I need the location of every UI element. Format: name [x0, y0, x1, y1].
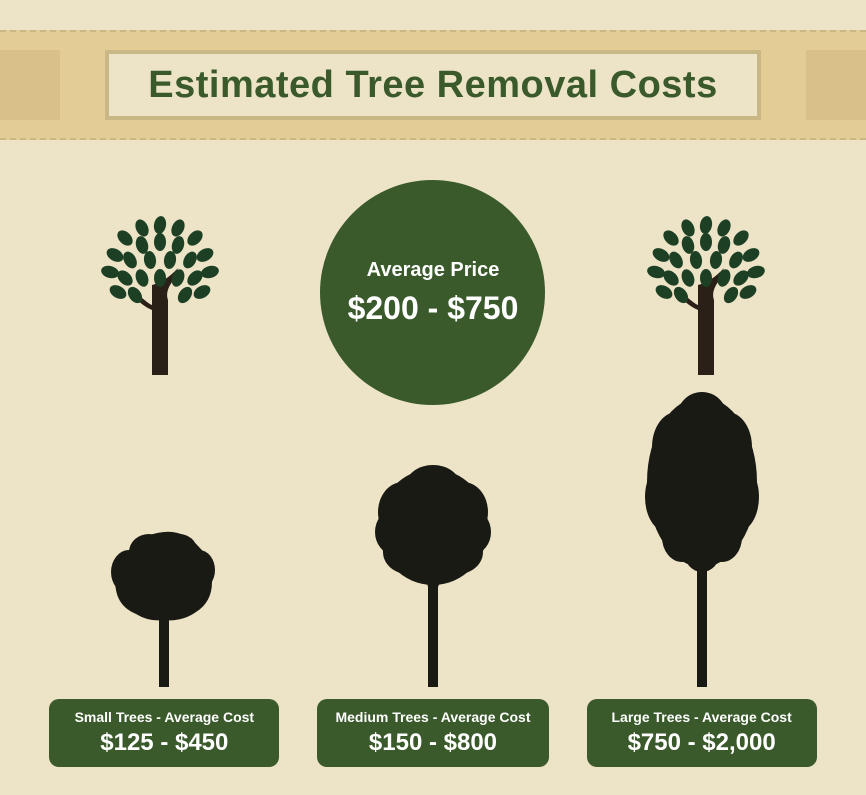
small-tree-label: Small Trees - Average Cost — [67, 709, 261, 725]
small-tree-price: $125 - $450 — [67, 729, 261, 757]
top-row: Average Price $200 - $750 — [0, 180, 866, 405]
title-box: Estimated Tree Removal Costs — [105, 50, 761, 120]
banner-edge-left — [0, 50, 60, 120]
medium-tree-price: $150 - $800 — [335, 729, 530, 757]
large-tree-column: Large Trees - Average Cost $750 - $2,000 — [577, 387, 827, 767]
large-tree-price: $750 - $2,000 — [605, 729, 799, 757]
medium-tree-silhouette-icon — [358, 457, 508, 687]
small-tree-cost-pill: Small Trees - Average Cost $125 - $450 — [49, 699, 279, 767]
medium-tree-label: Medium Trees - Average Cost — [335, 709, 530, 725]
average-price-label: Average Price — [367, 259, 500, 282]
small-tree-silhouette-icon — [94, 522, 234, 687]
large-tree-silhouette-icon — [622, 387, 782, 687]
banner-edge-right — [806, 50, 866, 120]
small-tree-column: Small Trees - Average Cost $125 - $450 — [39, 522, 289, 767]
medium-tree-cost-pill: Medium Trees - Average Cost $150 - $800 — [317, 699, 548, 767]
page-title: Estimated Tree Removal Costs — [148, 64, 717, 107]
average-price-value: $200 - $750 — [348, 290, 519, 327]
decorative-tree-icon — [80, 210, 240, 375]
large-tree-label: Large Trees - Average Cost — [605, 709, 799, 725]
decorative-tree-icon — [626, 210, 786, 375]
bottom-row: Small Trees - Average Cost $125 - $450 — [0, 387, 866, 767]
large-tree-cost-pill: Large Trees - Average Cost $750 - $2,000 — [587, 699, 817, 767]
average-price-circle: Average Price $200 - $750 — [320, 180, 545, 405]
medium-tree-column: Medium Trees - Average Cost $150 - $800 — [308, 457, 558, 767]
